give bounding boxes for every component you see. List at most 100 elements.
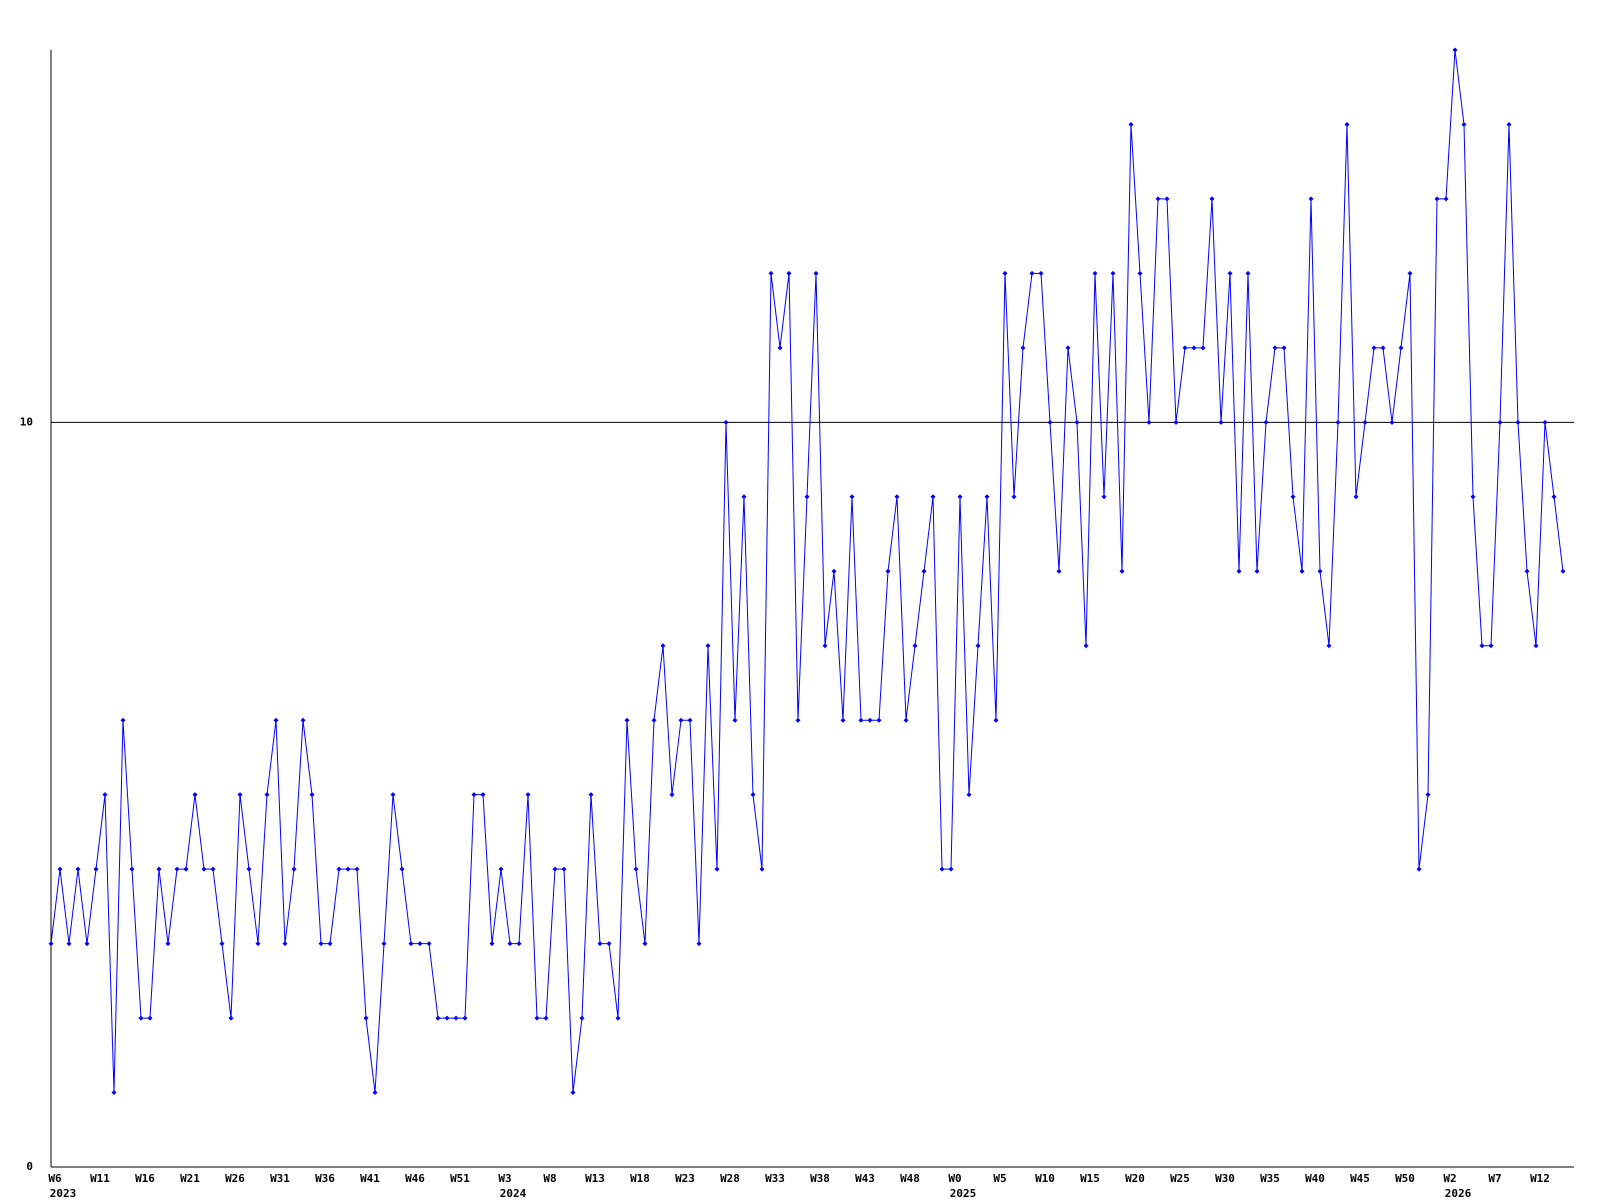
data-point xyxy=(1092,270,1098,276)
data-point xyxy=(804,494,810,500)
x-tick-label: W10 xyxy=(1035,1172,1055,1185)
x-tick-label: W16 xyxy=(135,1172,155,1185)
data-point xyxy=(885,568,891,574)
data-point xyxy=(894,494,900,500)
x-year-label: 2026 xyxy=(1445,1187,1472,1200)
data-point xyxy=(255,941,261,947)
data-point xyxy=(1083,643,1089,649)
x-tick-label: W25 xyxy=(1170,1172,1190,1185)
data-point xyxy=(336,866,342,872)
data-point xyxy=(1290,494,1296,500)
data-point xyxy=(1560,568,1566,574)
data-point xyxy=(1551,494,1557,500)
data-point xyxy=(1506,121,1512,127)
data-point xyxy=(228,1015,234,1021)
data-point xyxy=(1263,419,1269,425)
data-point xyxy=(1155,196,1161,202)
x-tick-label: W30 xyxy=(1215,1172,1235,1185)
data-point xyxy=(1164,196,1170,202)
data-point xyxy=(453,1015,459,1021)
data-point xyxy=(291,866,297,872)
data-point xyxy=(759,866,765,872)
data-point xyxy=(1515,419,1521,425)
data-point xyxy=(1173,419,1179,425)
x-tick-label: W15 xyxy=(1080,1172,1100,1185)
data-point xyxy=(282,941,288,947)
x-tick-label: W5 xyxy=(993,1172,1006,1185)
x-tick-label: W38 xyxy=(810,1172,830,1185)
data-point xyxy=(1308,196,1314,202)
data-point xyxy=(606,941,612,947)
data-line xyxy=(50,49,1564,1093)
data-point xyxy=(165,941,171,947)
data-point xyxy=(1254,568,1260,574)
x-year-label: 2025 xyxy=(950,1187,977,1200)
data-point xyxy=(570,1090,576,1096)
data-point xyxy=(201,866,207,872)
data-point xyxy=(1542,419,1548,425)
x-tick-label: W21 xyxy=(180,1172,200,1185)
data-point xyxy=(1137,270,1143,276)
data-point xyxy=(912,643,918,649)
data-point xyxy=(1218,419,1224,425)
data-point xyxy=(147,1015,153,1021)
data-point xyxy=(822,643,828,649)
data-point xyxy=(1299,568,1305,574)
data-point xyxy=(651,717,657,723)
data-point xyxy=(498,866,504,872)
data-point xyxy=(1524,568,1530,574)
data-point xyxy=(408,941,414,947)
data-point xyxy=(1200,345,1206,351)
x-tick-label: W23 xyxy=(675,1172,695,1185)
data-point xyxy=(939,866,945,872)
data-point xyxy=(1389,419,1395,425)
data-point xyxy=(1461,121,1467,127)
data-point xyxy=(705,643,711,649)
x-tick-label: W2 xyxy=(1443,1172,1456,1185)
data-point xyxy=(1452,47,1458,53)
data-point xyxy=(1362,419,1368,425)
data-point xyxy=(219,941,225,947)
x-year-label: 2024 xyxy=(500,1187,527,1200)
data-point xyxy=(102,792,108,798)
data-point xyxy=(471,792,477,798)
data-point xyxy=(921,568,927,574)
data-point xyxy=(714,866,720,872)
data-point xyxy=(327,941,333,947)
data-point xyxy=(1038,270,1044,276)
data-point xyxy=(1056,568,1062,574)
data-point xyxy=(1074,419,1080,425)
data-point xyxy=(435,1015,441,1021)
x-tick-label: W26 xyxy=(225,1172,245,1185)
x-tick-label: W50 xyxy=(1395,1172,1415,1185)
x-tick-label: W11 xyxy=(90,1172,110,1185)
data-point xyxy=(345,866,351,872)
x-tick-label: W6 xyxy=(48,1172,62,1185)
data-point xyxy=(1398,345,1404,351)
data-point xyxy=(543,1015,549,1021)
data-point xyxy=(120,717,126,723)
data-point xyxy=(1128,121,1134,127)
data-point xyxy=(111,1090,117,1096)
data-point xyxy=(480,792,486,798)
data-point xyxy=(1002,270,1008,276)
data-point xyxy=(1497,419,1503,425)
data-point xyxy=(1101,494,1107,500)
data-point xyxy=(741,494,747,500)
x-tick-label: W18 xyxy=(630,1172,650,1185)
x-tick-label: W51 xyxy=(450,1172,470,1185)
data-point xyxy=(1182,345,1188,351)
data-point xyxy=(1020,345,1026,351)
data-point xyxy=(1344,121,1350,127)
data-point xyxy=(516,941,522,947)
data-point xyxy=(444,1015,450,1021)
data-point xyxy=(984,494,990,500)
data-point xyxy=(624,717,630,723)
data-point xyxy=(723,419,729,425)
x-tick-label: W46 xyxy=(405,1172,425,1185)
data-point xyxy=(588,792,594,798)
data-point xyxy=(1443,196,1449,202)
data-point xyxy=(318,941,324,947)
x-year-label: 2023 xyxy=(50,1187,77,1200)
data-point xyxy=(1416,866,1422,872)
